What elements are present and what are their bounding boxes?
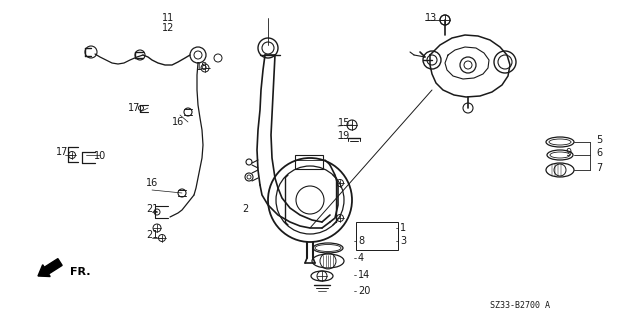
Text: SZ33-B2700 A: SZ33-B2700 A [490, 300, 550, 309]
Text: 9: 9 [566, 148, 572, 158]
Text: 12: 12 [162, 23, 174, 33]
Text: 20: 20 [358, 286, 371, 296]
Text: 11: 11 [162, 13, 174, 23]
Text: 8: 8 [358, 236, 364, 246]
Text: 3: 3 [400, 236, 406, 246]
Text: 1: 1 [400, 223, 406, 233]
Text: 5: 5 [596, 135, 602, 145]
Text: 14: 14 [358, 270, 371, 280]
Text: 19: 19 [338, 131, 350, 141]
Bar [295, 155, 323, 169]
Text: 2: 2 [242, 204, 248, 214]
Text: 21: 21 [146, 204, 158, 214]
Text: 15: 15 [338, 118, 350, 128]
Text: 6: 6 [596, 148, 602, 158]
Text: 17: 17 [128, 103, 140, 113]
Text: 10: 10 [94, 151, 106, 161]
Text: 7: 7 [596, 163, 602, 173]
Text: FR.: FR. [70, 267, 90, 277]
Text: 18: 18 [196, 62, 208, 72]
Text: 16: 16 [146, 178, 158, 188]
Bar [356, 222, 398, 250]
Text: 21: 21 [146, 230, 158, 240]
Text: 16: 16 [172, 117, 184, 127]
Text: 13: 13 [425, 13, 437, 23]
Text: 4: 4 [358, 253, 364, 263]
FancyArrow shape [38, 259, 62, 276]
Text: 17: 17 [56, 147, 68, 157]
